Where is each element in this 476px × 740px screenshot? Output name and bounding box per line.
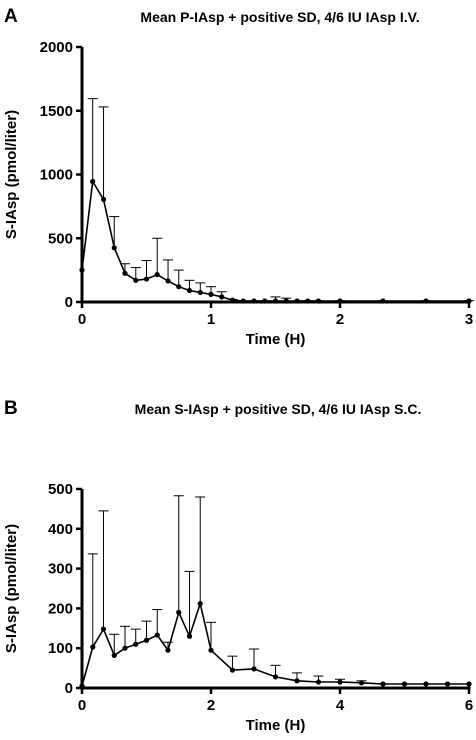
panel-letter: B [4, 398, 18, 419]
data-point [283, 298, 289, 304]
data-point [315, 298, 322, 304]
data-point [79, 683, 85, 689]
series-line [81, 179, 469, 302]
data-point [79, 267, 85, 273]
data-point [186, 633, 193, 639]
x-tick-label: 0 [78, 697, 86, 714]
data-point [122, 270, 128, 276]
data-point [165, 278, 171, 284]
chart-panel-b: B Mean S-IAsp + positive SD, 4/6 IU IAsp … [0, 370, 476, 740]
y-tick-label: 100 [48, 640, 73, 657]
data-point [240, 298, 246, 304]
chart-panel-a: A Mean P-IAsp + positive SD, 4/6 IU IAsp … [3, 6, 474, 348]
data-point [272, 674, 279, 680]
y-axis-label: S-IAsp (pmol/liter) [3, 110, 20, 239]
data-point [122, 645, 128, 651]
data-point [423, 298, 429, 304]
y-tick-label: 500 [48, 481, 73, 498]
data-point [154, 271, 160, 278]
data-point [186, 287, 193, 294]
data-point [133, 641, 139, 647]
data-point [100, 626, 107, 632]
x-axis-label: Time (H) [246, 717, 306, 734]
data-point [401, 681, 408, 687]
y-tick-label: 300 [48, 561, 73, 578]
data-point [208, 647, 214, 653]
data-point [143, 637, 150, 643]
data-point [176, 284, 182, 290]
x-tick-label: 3 [465, 311, 473, 328]
panel-letter: A [4, 6, 18, 27]
x-tick-label: 6 [465, 697, 473, 714]
data-point [197, 601, 203, 607]
chart-title: Mean S-IAsp + positive SD, 4/6 IU IAsp S… [135, 401, 422, 417]
data-point [337, 679, 343, 685]
data-point [315, 679, 322, 685]
y-tick-label: 1500 [40, 103, 73, 120]
data-point [133, 277, 139, 283]
data-point [90, 644, 96, 650]
y-tick-label: 1000 [40, 167, 73, 184]
data-point [111, 245, 117, 251]
data-point [380, 681, 386, 687]
data-point [423, 681, 429, 687]
chart-title: Mean P-IAsp + positive SD, 4/6 IU IAsp I… [140, 9, 419, 25]
x-axis-label: Time (H) [246, 331, 306, 348]
data-point [208, 291, 214, 297]
x-tick-label: 2 [207, 697, 215, 714]
data-point [294, 678, 300, 684]
data-point [176, 609, 182, 615]
data-point [90, 178, 96, 185]
data-point [272, 298, 279, 304]
y-axis-label: S-IAsp (pmol/liter) [3, 524, 20, 653]
data-point [380, 298, 386, 304]
y-tick-label: 500 [48, 230, 73, 247]
y-tick-label: 0 [65, 294, 73, 311]
data-point [154, 632, 160, 638]
x-tick-label: 0 [78, 311, 86, 328]
data-point [305, 298, 311, 304]
data-point [337, 298, 343, 304]
data-point [466, 298, 472, 304]
data-point [251, 298, 257, 304]
data-point [294, 298, 300, 304]
data-point [358, 680, 365, 686]
y-tick-label: 2000 [40, 39, 73, 56]
data-point [229, 667, 236, 673]
x-tick-label: 2 [336, 311, 344, 328]
x-tick-label: 1 [207, 311, 215, 328]
data-point [100, 196, 107, 202]
x-tick-label: 4 [336, 697, 345, 714]
chart-a-svg: A Mean P-IAsp + positive SD, 4/6 IU IAsp … [3, 6, 474, 348]
y-tick-label: 0 [65, 680, 73, 697]
data-point [229, 297, 236, 303]
data-point [111, 652, 117, 658]
chart-b-svg: B Mean S-IAsp + positive SD, 4/6 IU IAsp … [3, 398, 473, 734]
y-tick-label: 200 [48, 600, 73, 617]
data-point [466, 681, 472, 687]
data-point [165, 647, 171, 653]
y-tick-label: 400 [48, 521, 73, 538]
data-point [197, 289, 203, 296]
data-point [251, 666, 257, 672]
data-point [143, 276, 150, 282]
data-point [219, 294, 225, 300]
data-point [444, 681, 451, 687]
data-point [262, 298, 268, 304]
